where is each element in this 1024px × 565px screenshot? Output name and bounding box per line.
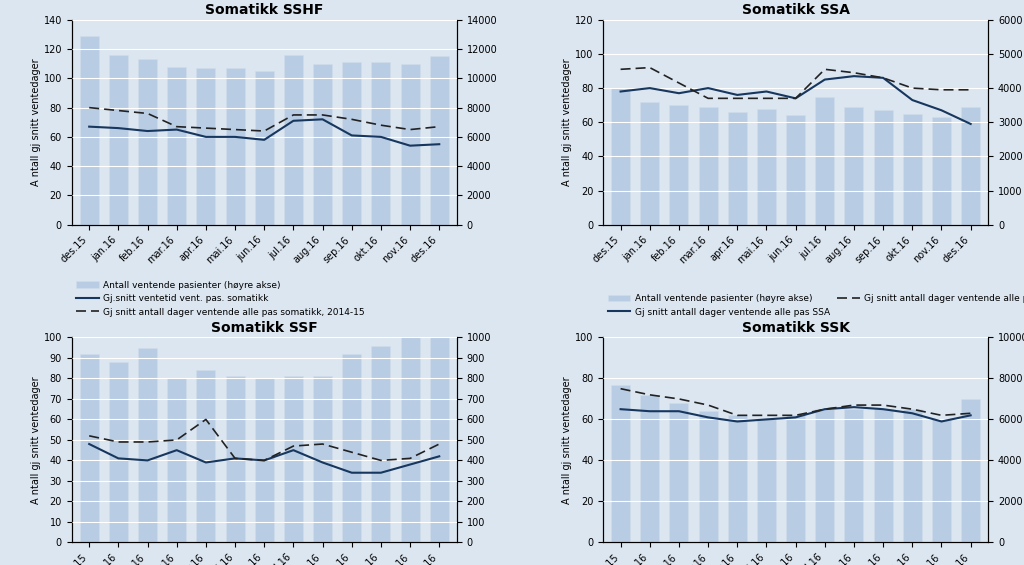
Bar bbox=[138, 59, 157, 225]
Bar bbox=[962, 399, 980, 542]
Bar bbox=[372, 62, 390, 225]
Bar bbox=[80, 354, 98, 542]
Y-axis label: A ntall gj snitt ventedager: A ntall gj snitt ventedager bbox=[31, 376, 41, 504]
Bar bbox=[932, 117, 951, 225]
Y-axis label: A ntall gj snitt ventedager: A ntall gj snitt ventedager bbox=[562, 58, 572, 186]
Bar bbox=[400, 64, 420, 225]
Bar bbox=[698, 107, 718, 225]
Legend: Antall ventende pasienter (høyre akse), Gj.snitt ventetid vent. pas. somatikk, G: Antall ventende pasienter (høyre akse), … bbox=[76, 280, 365, 316]
Bar bbox=[167, 67, 186, 225]
Bar bbox=[903, 114, 922, 225]
Title: Somatikk SSA: Somatikk SSA bbox=[741, 3, 850, 17]
Bar bbox=[167, 379, 186, 542]
Bar bbox=[284, 55, 303, 225]
Y-axis label: A ntall gj snitt ventedager: A ntall gj snitt ventedager bbox=[31, 58, 41, 186]
Bar bbox=[873, 110, 893, 225]
Bar bbox=[372, 346, 390, 542]
Bar bbox=[225, 376, 245, 542]
Bar bbox=[255, 71, 273, 225]
Bar bbox=[225, 68, 245, 225]
Bar bbox=[786, 415, 805, 542]
Bar bbox=[962, 107, 980, 225]
Legend: Antall ventende pasienter (høyre akse), Gj snitt antall dager ventende alle pas : Antall ventende pasienter (høyre akse), … bbox=[607, 294, 1024, 316]
Bar bbox=[845, 107, 863, 225]
Bar bbox=[815, 97, 835, 225]
Bar bbox=[757, 108, 776, 225]
Title: Somatikk SSK: Somatikk SSK bbox=[741, 321, 850, 335]
Bar bbox=[611, 88, 630, 225]
Bar bbox=[932, 419, 951, 542]
Bar bbox=[786, 115, 805, 225]
Bar bbox=[284, 376, 303, 542]
Bar bbox=[640, 395, 659, 542]
Y-axis label: A ntall gj snitt ventedager: A ntall gj snitt ventedager bbox=[562, 376, 572, 504]
Bar bbox=[138, 347, 157, 542]
Bar bbox=[845, 409, 863, 542]
Bar bbox=[313, 376, 332, 542]
Bar bbox=[255, 379, 273, 542]
Bar bbox=[815, 409, 835, 542]
Bar bbox=[109, 362, 128, 542]
Bar bbox=[400, 337, 420, 542]
Bar bbox=[430, 56, 449, 225]
Bar bbox=[430, 337, 449, 542]
Bar bbox=[342, 354, 361, 542]
Bar bbox=[109, 55, 128, 225]
Bar bbox=[640, 102, 659, 225]
Title: Somatikk SSHF: Somatikk SSHF bbox=[205, 3, 324, 17]
Bar bbox=[728, 415, 746, 542]
Bar bbox=[197, 68, 215, 225]
Bar bbox=[873, 409, 893, 542]
Bar bbox=[903, 409, 922, 542]
Bar bbox=[698, 411, 718, 542]
Bar bbox=[611, 385, 630, 542]
Bar bbox=[313, 64, 332, 225]
Bar bbox=[342, 62, 361, 225]
Bar bbox=[670, 403, 688, 542]
Title: Somatikk SSF: Somatikk SSF bbox=[211, 321, 317, 335]
Bar bbox=[670, 105, 688, 225]
Bar bbox=[197, 370, 215, 542]
Bar bbox=[757, 419, 776, 542]
Bar bbox=[728, 112, 746, 225]
Bar bbox=[80, 36, 98, 225]
